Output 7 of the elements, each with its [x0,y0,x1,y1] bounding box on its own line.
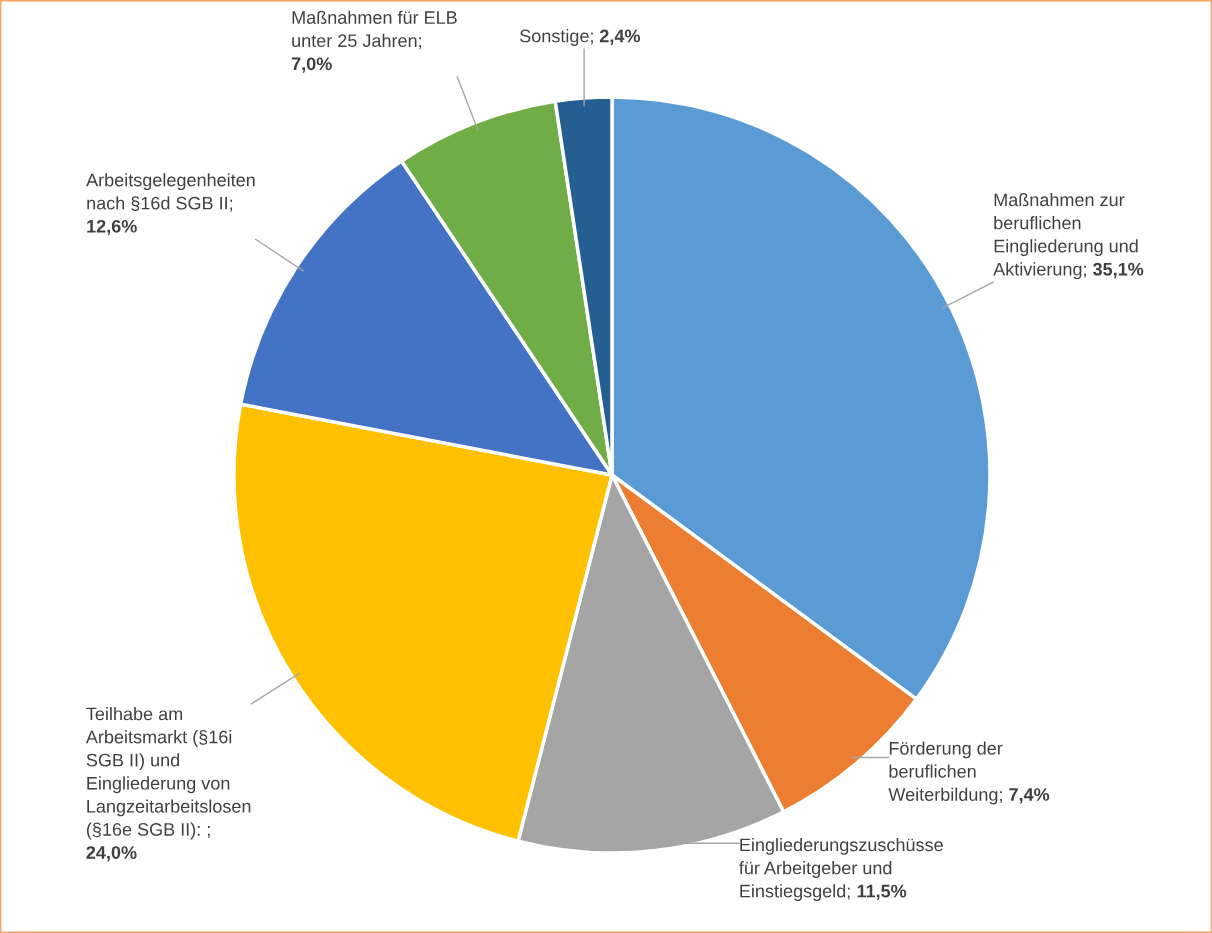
slice-label: Sonstige; 2,4% [520,29,640,46]
slice-label: Arbeitsgelegenheiten nach §16d SGB II; 12,6% [86,173,255,236]
slice-label: Teilhabe am Arbeitsmarkt (§16i SGB II) und Eingliederung von Langzeitarbeitslosen (§16e SGB II): ; 24,0% [85,707,251,862]
slice-label: Maßnahmen für ELB unter 25 Jahren; 7,0% [291,10,457,73]
slice-label: Förderung der beruflichen Weiterbildung; 7,4% [888,741,1050,805]
slice-label: Eingliederungszuschüsse für Arbeitgeber und Einstiegsgeld; 11,5% [739,837,943,902]
slice-label: Maßnahmen zur beruflichen Eingliederung und Aktivierung; 35,1% [993,192,1144,280]
